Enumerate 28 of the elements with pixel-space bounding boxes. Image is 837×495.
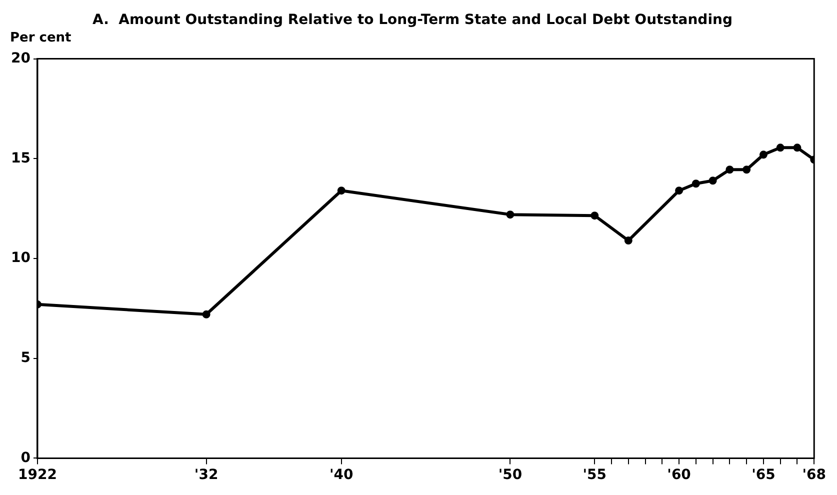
- chart-title: A. Amount Outstanding Relative to Long-Term State and Local Debt Outstanding: [92, 12, 732, 28]
- x-tick-label: '65: [752, 467, 776, 484]
- point: [506, 210, 514, 219]
- x-tick-label: '40: [329, 467, 354, 484]
- point: [675, 186, 684, 195]
- y-tick-label: 20: [11, 50, 31, 66]
- x-tick-label: '55: [582, 467, 607, 484]
- point: [708, 176, 717, 185]
- point: [742, 166, 751, 174]
- x-tick-label: '60: [667, 467, 692, 484]
- point: [692, 180, 700, 188]
- point: [337, 186, 346, 195]
- point: [202, 310, 210, 318]
- y-tick-label: 0: [20, 450, 31, 466]
- y-tick-label: 5: [20, 350, 30, 366]
- point: [624, 236, 632, 245]
- y-tick-label: 10: [11, 250, 31, 266]
- y-axis-title: Per cent: [10, 30, 72, 46]
- y-tick-label: 15: [11, 150, 30, 166]
- x-tick-label: '50: [498, 467, 522, 484]
- x-tick-label: '32: [194, 467, 218, 484]
- point: [759, 150, 768, 159]
- x-tick-label: 1922: [18, 467, 57, 484]
- point: [793, 144, 802, 152]
- point: [776, 144, 784, 152]
- point: [726, 166, 734, 174]
- x-tick-label: '68: [802, 467, 826, 484]
- point: [590, 212, 599, 220]
